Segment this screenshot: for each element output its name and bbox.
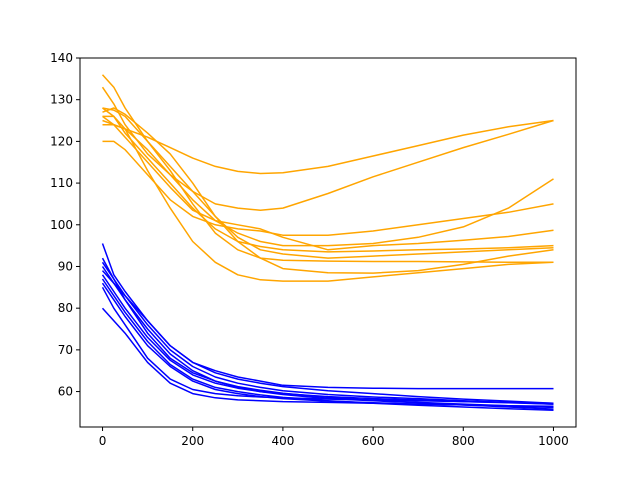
series-line-10 bbox=[102, 107, 554, 253]
series-line-20 bbox=[101, 278, 554, 412]
y-tick-label: 70 bbox=[58, 343, 73, 357]
x-tick-label: 200 bbox=[181, 434, 204, 448]
series-line-17 bbox=[101, 286, 554, 404]
y-tick-label: 110 bbox=[50, 176, 73, 190]
series-line-7 bbox=[102, 123, 554, 247]
y-tick-label: 100 bbox=[50, 218, 73, 232]
x-axis-ticks: 0 200 400 600 800 1000 bbox=[99, 427, 569, 448]
x-tick-label: 600 bbox=[362, 434, 385, 448]
series-line-6 bbox=[102, 119, 554, 175]
series-line-12 bbox=[101, 257, 554, 405]
series-line-14 bbox=[101, 274, 554, 405]
series-line-2 bbox=[101, 86, 554, 211]
y-tick-label: 130 bbox=[50, 93, 73, 107]
series-line-3 bbox=[102, 107, 554, 264]
x-tick-label: 800 bbox=[452, 434, 475, 448]
y-axis-ticks: 60 70 80 90 100 110 120 130 140 bbox=[50, 51, 80, 399]
series-line-4 bbox=[102, 107, 554, 274]
x-tick-label: 0 bbox=[99, 434, 107, 448]
y-tick-label: 60 bbox=[58, 385, 73, 399]
series-layer bbox=[101, 74, 554, 412]
plot-frame bbox=[79, 57, 577, 428]
series-line-11 bbox=[101, 243, 554, 390]
y-tick-label: 120 bbox=[50, 134, 73, 148]
x-tick-label: 400 bbox=[271, 434, 294, 448]
y-tick-label: 80 bbox=[58, 301, 73, 315]
series-line-9 bbox=[102, 115, 554, 251]
series-line-18 bbox=[101, 270, 554, 404]
series-line-16 bbox=[101, 307, 554, 407]
y-tick-label: 140 bbox=[50, 51, 73, 65]
x-tick-label: 1000 bbox=[538, 434, 569, 448]
series-line-19 bbox=[101, 261, 554, 408]
series-line-8 bbox=[102, 140, 554, 236]
y-tick-label: 90 bbox=[58, 259, 73, 273]
